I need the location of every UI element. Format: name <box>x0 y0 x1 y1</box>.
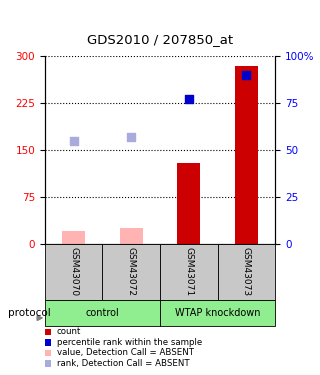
Text: WTAP knockdown: WTAP knockdown <box>175 308 260 318</box>
Bar <box>177 162 200 244</box>
Point <box>244 72 249 78</box>
Text: GSM43070: GSM43070 <box>69 248 78 296</box>
Point <box>129 134 134 140</box>
Bar <box>120 228 143 244</box>
Text: GDS2010 / 207850_at: GDS2010 / 207850_at <box>87 33 233 46</box>
Bar <box>218 244 275 300</box>
Bar <box>45 244 102 300</box>
Text: protocol: protocol <box>8 308 51 318</box>
Text: percentile rank within the sample: percentile rank within the sample <box>57 338 202 347</box>
Bar <box>160 300 275 326</box>
Bar <box>62 231 85 244</box>
Text: GSM43071: GSM43071 <box>184 248 193 296</box>
Bar <box>160 244 218 300</box>
Bar <box>235 66 258 244</box>
Bar <box>45 300 160 326</box>
Point <box>186 96 191 102</box>
Text: GSM43072: GSM43072 <box>127 248 136 296</box>
Text: control: control <box>85 308 119 318</box>
Bar <box>102 244 160 300</box>
Text: rank, Detection Call = ABSENT: rank, Detection Call = ABSENT <box>57 359 189 368</box>
Point <box>71 138 76 144</box>
Text: count: count <box>57 327 81 336</box>
Text: value, Detection Call = ABSENT: value, Detection Call = ABSENT <box>57 348 194 357</box>
Text: GSM43073: GSM43073 <box>242 248 251 296</box>
